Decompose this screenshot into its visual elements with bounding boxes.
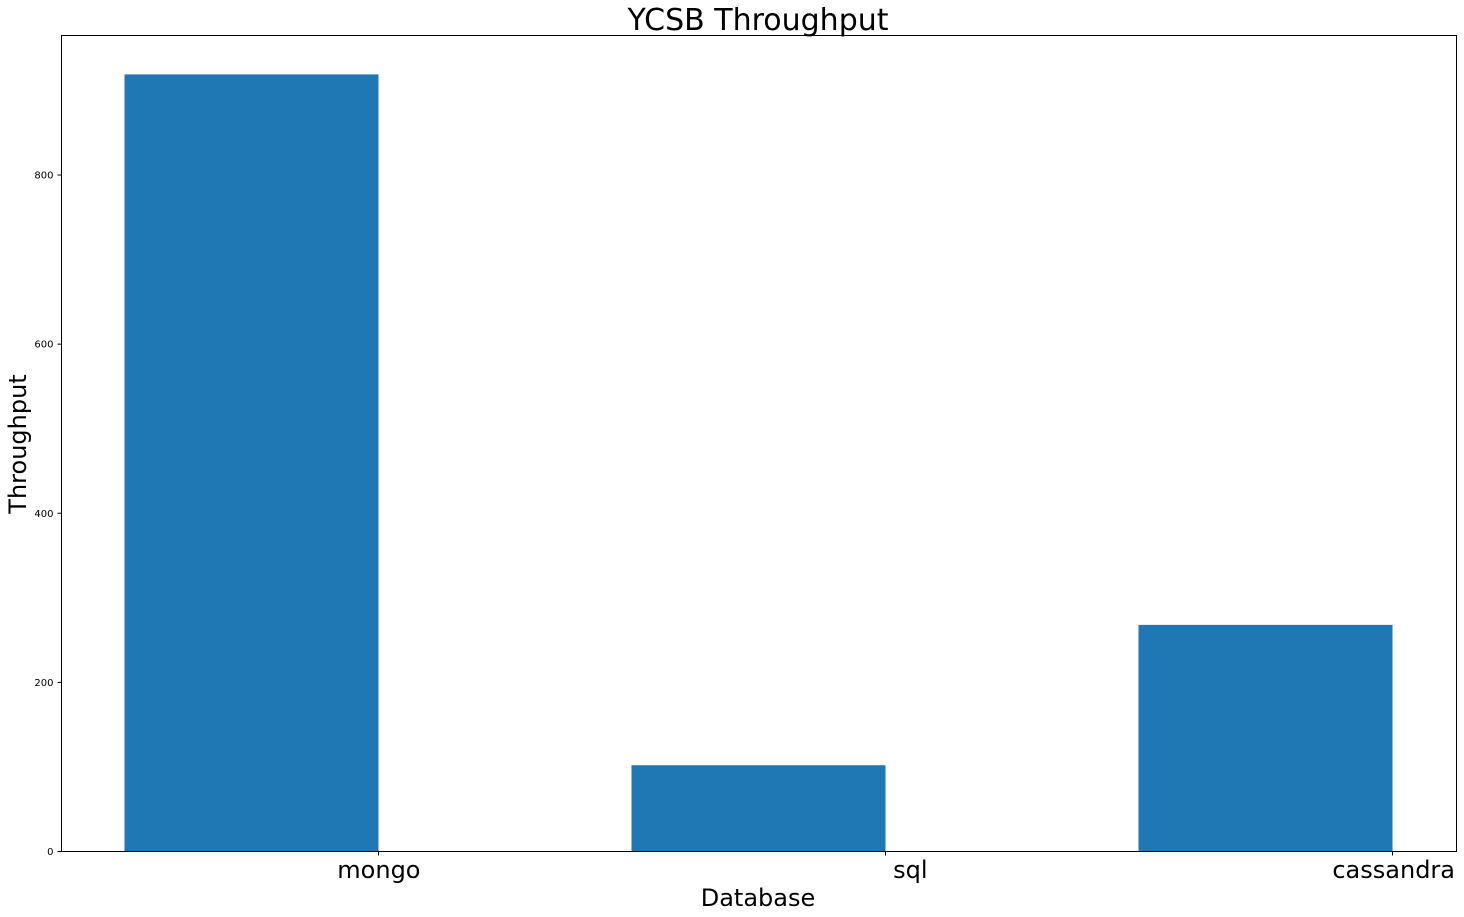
- x-axis-label: Database: [701, 884, 816, 912]
- y-tick-label: 200: [34, 678, 53, 689]
- bars-group: [124, 74, 1393, 852]
- bar-sql: [631, 765, 886, 852]
- bar-mongo: [124, 74, 379, 852]
- plot-area-frame: [61, 35, 1457, 852]
- y-tick-label: 0: [47, 847, 53, 858]
- chart-title: YCSB Throughput: [626, 3, 888, 38]
- y-tick-label: 400: [34, 509, 53, 520]
- x-axis-ticks: mongo sql cassandra: [337, 851, 1455, 884]
- y-tick-label: 800: [34, 171, 53, 182]
- y-axis-ticks: 0 200 400 600 800: [34, 171, 62, 858]
- x-tick-label-mongo: mongo: [337, 856, 420, 884]
- bar-cassandra: [1138, 624, 1393, 852]
- x-tick-label-cassandra: cassandra: [1332, 856, 1455, 884]
- x-tick-label-sql: sql: [893, 856, 927, 884]
- y-tick-label: 600: [34, 340, 53, 351]
- y-axis-label: Throughput: [4, 374, 32, 514]
